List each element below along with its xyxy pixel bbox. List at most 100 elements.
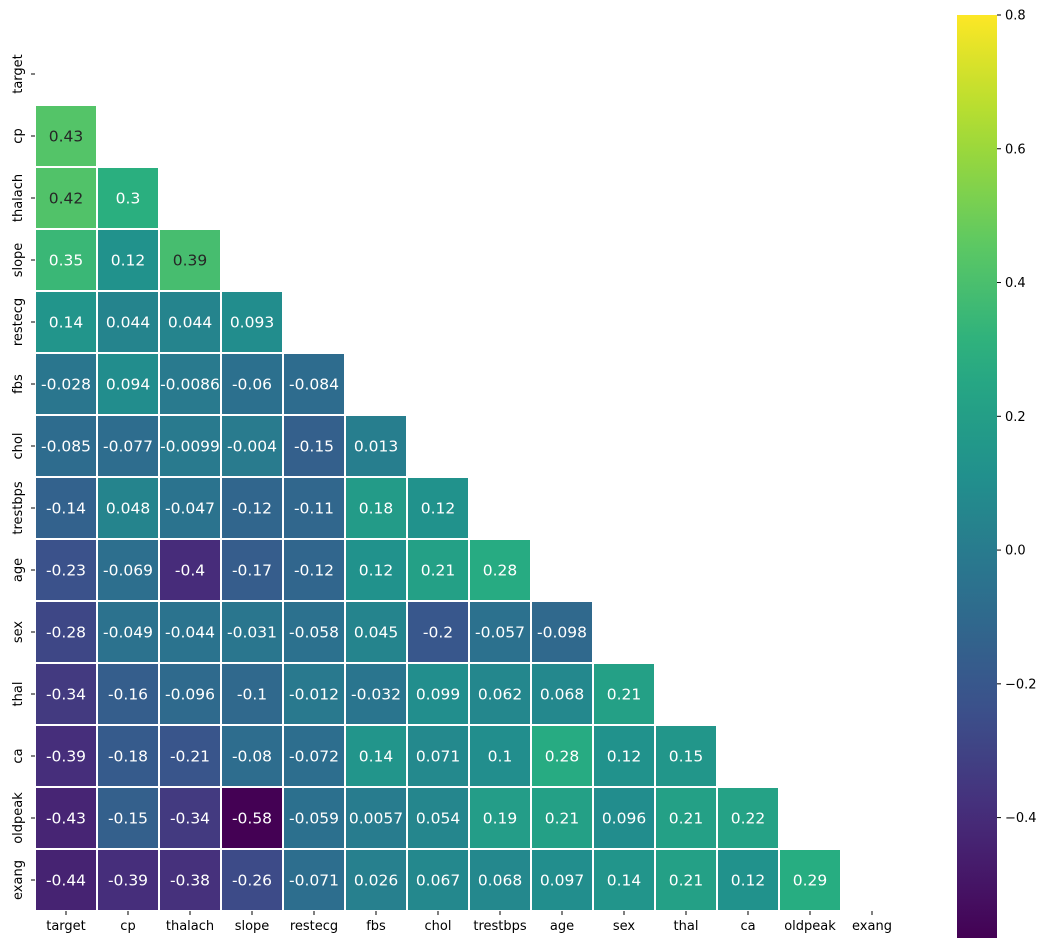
colorbar-tick-label: 0.4 bbox=[1005, 276, 1026, 291]
cell-label-exang-age: 0.097 bbox=[540, 872, 584, 890]
cell-label-age-target: -0.23 bbox=[46, 562, 86, 580]
colorbar-ticks: 0.8 0.6 0.4 0.2 0.0 −0.2 −0.4 bbox=[997, 9, 1037, 826]
cell-label-chol-restecg: -0.15 bbox=[294, 438, 334, 456]
cell-label-sex-slope: -0.031 bbox=[227, 624, 277, 642]
x-tick-label-target: target bbox=[46, 919, 86, 934]
cell-label-cp-target: 0.43 bbox=[49, 128, 84, 146]
heatmap-cell-ca-slope bbox=[220, 724, 284, 788]
cell-label-thal-target: -0.34 bbox=[46, 686, 86, 704]
cell-label-sex-chol: -0.2 bbox=[423, 624, 453, 642]
heatmap-cell-oldpeak-thal bbox=[654, 786, 718, 850]
heatmap-cell-ca-age bbox=[530, 724, 594, 788]
cell-label-age-thalach: -0.4 bbox=[175, 562, 205, 580]
cell-label-age-fbs: 0.12 bbox=[359, 562, 394, 580]
cell-label-oldpeak-trestbps: 0.19 bbox=[483, 810, 518, 828]
cell-label-oldpeak-restecg: -0.059 bbox=[289, 810, 339, 828]
cell-label-age-slope: -0.17 bbox=[232, 562, 272, 580]
y-tick-label-ca: ca bbox=[11, 748, 26, 763]
heatmap-cell-oldpeak-target bbox=[34, 786, 98, 850]
heatmap-cell-chol-slope bbox=[220, 414, 284, 478]
x-tick-label-thalach: thalach bbox=[166, 919, 214, 934]
heatmap-cell-sex-fbs bbox=[344, 600, 408, 664]
cell-label-fbs-restecg: -0.084 bbox=[289, 376, 339, 394]
cell-label-thalach-cp: 0.3 bbox=[116, 190, 141, 208]
heatmap-cell-oldpeak-chol bbox=[406, 786, 470, 850]
cell-label-thal-thalach: -0.096 bbox=[165, 686, 215, 704]
cell-label-ca-chol: 0.071 bbox=[416, 748, 460, 766]
heatmap-cell-thal-restecg bbox=[282, 662, 346, 726]
cell-label-ca-sex: 0.12 bbox=[607, 748, 642, 766]
cell-label-sex-cp: -0.049 bbox=[103, 624, 153, 642]
heatmap-cell-oldpeak-sex bbox=[592, 786, 656, 850]
cell-label-sex-thalach: -0.044 bbox=[165, 624, 215, 642]
heatmap-cell-thal-thalach bbox=[158, 662, 222, 726]
x-tick-label-ca: ca bbox=[740, 919, 755, 934]
x-tick-label-age: age bbox=[550, 919, 574, 934]
heatmap-cell-ca-thal bbox=[654, 724, 718, 788]
cell-label-exang-ca: 0.12 bbox=[731, 872, 766, 890]
cell-label-oldpeak-thal: 0.21 bbox=[669, 810, 704, 828]
cell-label-restecg-target: 0.14 bbox=[49, 314, 84, 332]
cell-label-trestbps-fbs: 0.18 bbox=[359, 500, 394, 518]
cell-label-oldpeak-chol: 0.054 bbox=[416, 810, 460, 828]
heatmap-cell-thal-age bbox=[530, 662, 594, 726]
x-tick-label-sex: sex bbox=[613, 919, 636, 934]
cell-label-fbs-cp: 0.094 bbox=[106, 376, 150, 394]
cell-label-ca-slope: -0.08 bbox=[232, 748, 272, 766]
heatmap-cell-ca-target bbox=[34, 724, 98, 788]
cell-label-chol-target: -0.085 bbox=[41, 438, 91, 456]
cell-label-fbs-thalach: -0.0086 bbox=[160, 376, 220, 394]
x-tick-label-cp: cp bbox=[120, 919, 135, 934]
y-tick-label-oldpeak: oldpeak bbox=[11, 792, 26, 844]
cell-label-fbs-target: -0.028 bbox=[41, 376, 91, 394]
x-tick-label-chol: chol bbox=[425, 919, 452, 934]
cell-label-ca-fbs: 0.14 bbox=[359, 748, 394, 766]
heatmap-cell-trestbps-fbs bbox=[344, 476, 408, 540]
cell-label-oldpeak-sex: 0.096 bbox=[602, 810, 646, 828]
heatmap-cell-chol-restecg bbox=[282, 414, 346, 478]
cell-label-oldpeak-ca: 0.22 bbox=[731, 810, 766, 828]
cell-label-exang-slope: -0.26 bbox=[232, 872, 272, 890]
cell-label-trestbps-thalach: -0.047 bbox=[165, 500, 215, 518]
x-tick-label-fbs: fbs bbox=[366, 919, 386, 934]
x-axis: target cp thalach slope restecg fbs chol trestb… bbox=[46, 911, 892, 934]
heatmap-cells bbox=[34, 104, 842, 912]
x-tick-label-restecg: restecg bbox=[290, 919, 338, 934]
cell-label-restecg-cp: 0.044 bbox=[106, 314, 150, 332]
cell-label-trestbps-target: -0.14 bbox=[46, 500, 86, 518]
heatmap-cell-oldpeak-cp bbox=[96, 786, 160, 850]
y-tick-label-trestbps: trestbps bbox=[11, 481, 26, 535]
y-tick-label-thalach: thalach bbox=[11, 174, 26, 222]
y-tick-label-slope: slope bbox=[11, 243, 26, 278]
y-tick-label-fbs: fbs bbox=[11, 374, 26, 394]
heatmap-cell-chol-fbs bbox=[344, 414, 408, 478]
cell-label-slope-target: 0.35 bbox=[49, 252, 84, 270]
heatmap-cell-fbs-cp bbox=[96, 352, 160, 416]
heatmap-cell-exang-thalach bbox=[158, 848, 222, 912]
x-tick-label-oldpeak: oldpeak bbox=[784, 919, 836, 934]
x-tick-label-trestbps: trestbps bbox=[473, 919, 527, 934]
cell-label-fbs-slope: -0.06 bbox=[232, 376, 272, 394]
heatmap-cell-thal-sex bbox=[592, 662, 656, 726]
cell-label-oldpeak-slope: -0.58 bbox=[232, 810, 272, 828]
heatmap-cell-chol-cp bbox=[96, 414, 160, 478]
heatmap-cell-sex-target bbox=[34, 600, 98, 664]
cell-label-chol-slope: -0.004 bbox=[227, 438, 277, 456]
cell-label-ca-thal: 0.15 bbox=[669, 748, 704, 766]
colorbar-gradient bbox=[957, 15, 997, 938]
cell-label-thal-cp: -0.16 bbox=[108, 686, 148, 704]
cell-label-ca-target: -0.39 bbox=[46, 748, 86, 766]
cell-label-oldpeak-cp: -0.15 bbox=[108, 810, 148, 828]
heatmap-cell-sex-age bbox=[530, 600, 594, 664]
cell-label-thal-age: 0.068 bbox=[540, 686, 584, 704]
cell-label-chol-thalach: -0.0099 bbox=[160, 438, 220, 456]
cell-label-trestbps-restecg: -0.11 bbox=[294, 500, 334, 518]
cell-label-oldpeak-age: 0.21 bbox=[545, 810, 580, 828]
cell-label-ca-age: 0.28 bbox=[545, 748, 580, 766]
cell-label-exang-restecg: -0.071 bbox=[289, 872, 339, 890]
cell-label-trestbps-slope: -0.12 bbox=[232, 500, 272, 518]
heatmap-cell-oldpeak-thalach bbox=[158, 786, 222, 850]
cell-label-age-restecg: -0.12 bbox=[294, 562, 334, 580]
y-tick-label-thal: thal bbox=[11, 682, 26, 707]
